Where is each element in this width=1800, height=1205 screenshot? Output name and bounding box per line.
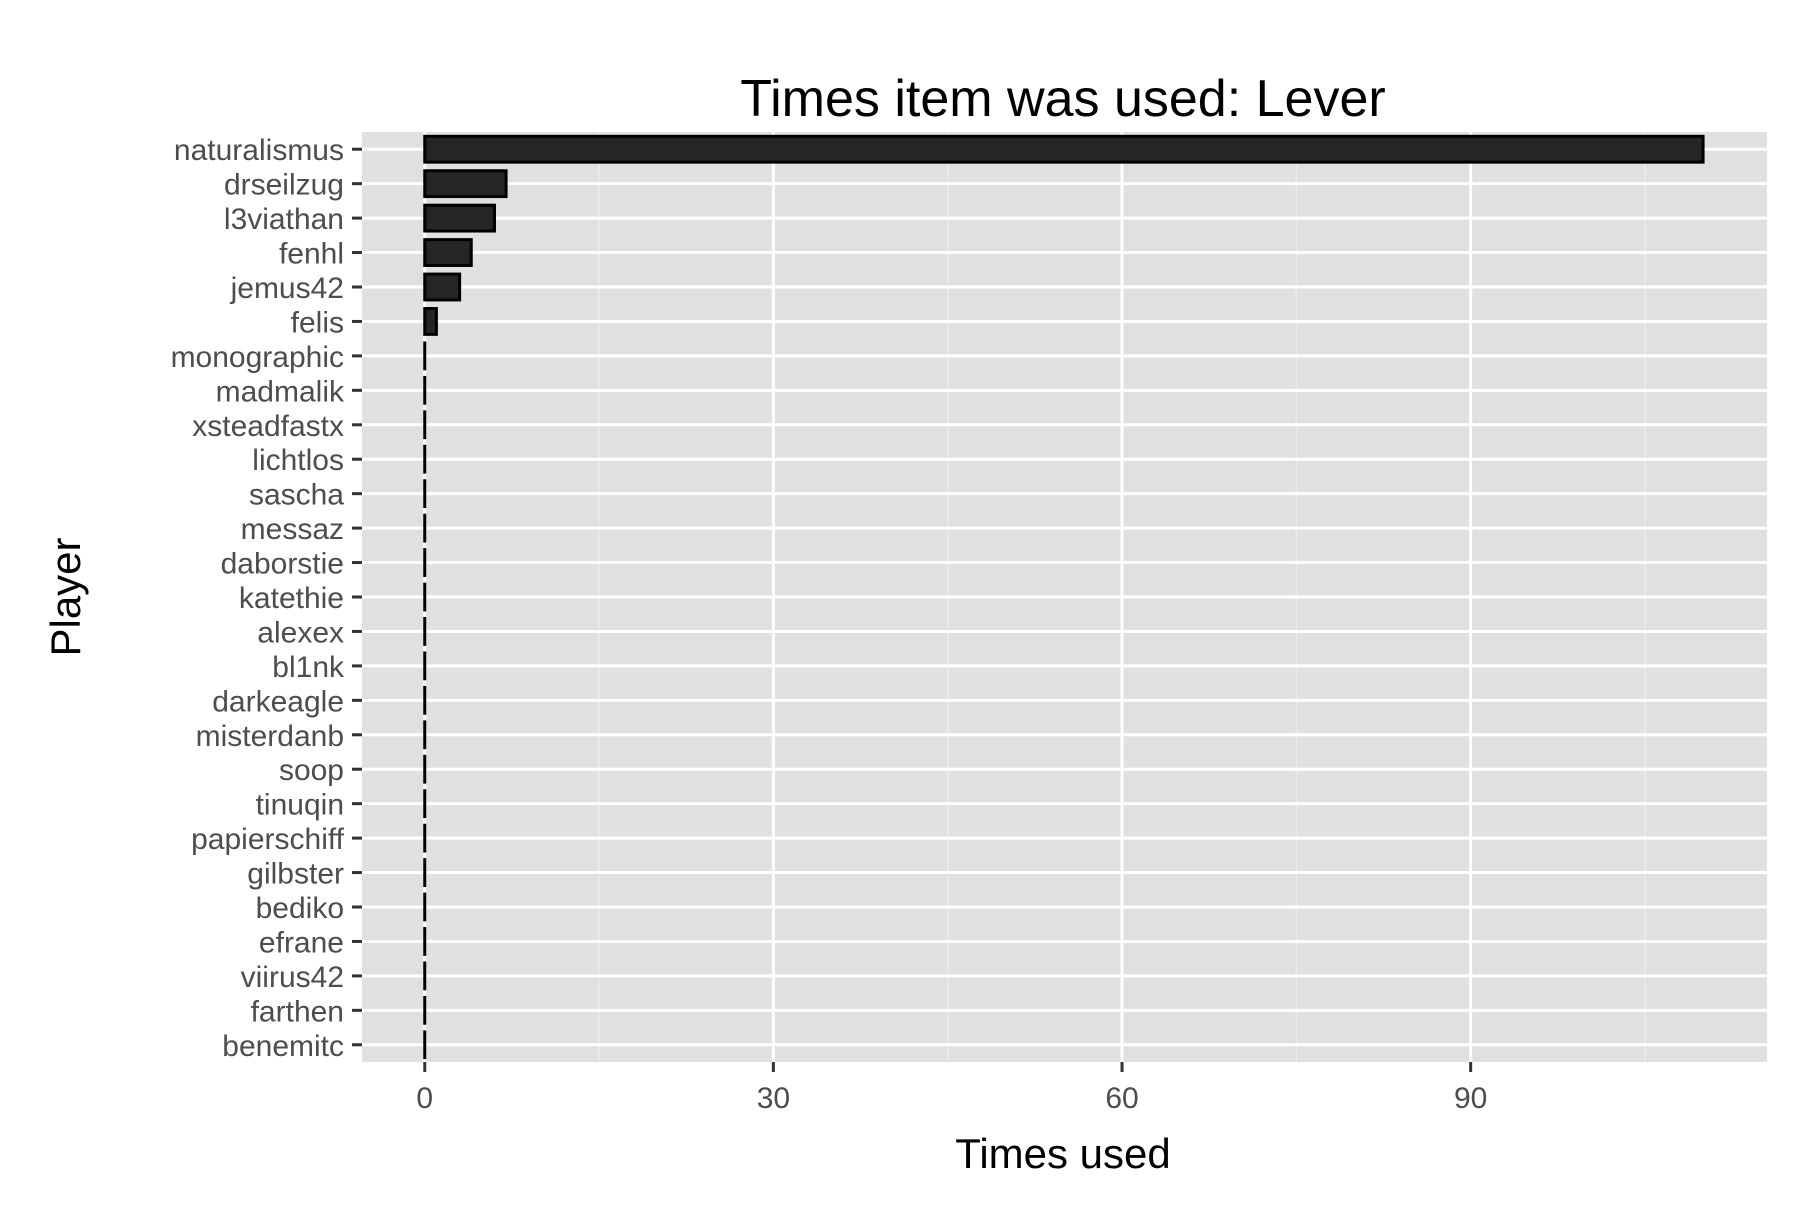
y-tick-label: soop bbox=[279, 754, 344, 787]
x-tick-label: 90 bbox=[1454, 1082, 1487, 1115]
y-tick-label: naturalismus bbox=[174, 134, 344, 167]
y-tick-label: bl1nk bbox=[272, 651, 345, 684]
x-tick-label: 30 bbox=[757, 1082, 790, 1115]
y-tick-label: l3viathan bbox=[224, 203, 344, 236]
chart-title: Times item was used: Lever bbox=[740, 70, 1385, 128]
y-tick-label: messaz bbox=[241, 513, 344, 546]
x-axis-title: Times used bbox=[955, 1130, 1171, 1177]
y-tick-label: xsteadfastx bbox=[192, 410, 344, 443]
y-tick-label: bediko bbox=[256, 892, 344, 925]
y-tick-label: madmalik bbox=[216, 375, 345, 408]
y-tick-label: jemus42 bbox=[230, 272, 344, 305]
y-tick-label: daborstie bbox=[221, 548, 344, 581]
bar-fenhl bbox=[425, 240, 471, 266]
bar-felis bbox=[425, 309, 437, 335]
x-tick-label: 60 bbox=[1105, 1082, 1138, 1115]
x-tick-label: 0 bbox=[416, 1082, 433, 1115]
y-tick-label: alexex bbox=[257, 616, 344, 649]
y-tick-label: drseilzug bbox=[224, 169, 344, 202]
y-tick-label: viirus42 bbox=[241, 961, 344, 994]
y-tick-label: gilbster bbox=[247, 858, 344, 891]
y-tick-label: katethie bbox=[239, 582, 344, 615]
y-tick-label: felis bbox=[291, 306, 344, 339]
bar-jemus42 bbox=[425, 274, 460, 300]
y-tick-label: fenhl bbox=[279, 238, 344, 271]
y-axis-title: Player bbox=[42, 537, 89, 656]
y-tick-label: sascha bbox=[249, 479, 344, 512]
bar-l3viathan bbox=[425, 205, 495, 231]
y-tick-label: efrane bbox=[259, 926, 344, 959]
bar-naturalismus bbox=[425, 136, 1703, 162]
y-tick-label: tinuqin bbox=[256, 789, 344, 822]
y-tick-label: benemitc bbox=[222, 1030, 344, 1063]
y-tick-label: farthen bbox=[251, 995, 344, 1028]
y-tick-label: monographic bbox=[171, 341, 344, 374]
y-tick-label: misterdanb bbox=[196, 720, 344, 753]
y-tick-label: lichtlos bbox=[252, 444, 344, 477]
y-tick-label: darkeagle bbox=[212, 685, 344, 718]
y-tick-label: papierschiff bbox=[191, 823, 345, 856]
bar-drseilzug bbox=[425, 171, 506, 197]
